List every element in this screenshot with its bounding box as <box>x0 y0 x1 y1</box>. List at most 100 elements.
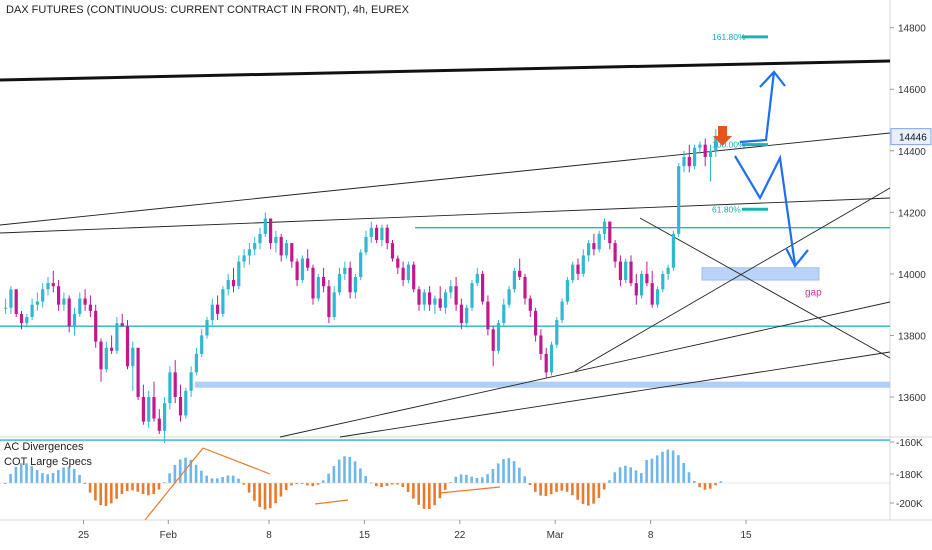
indicator-tick-label-2: -200K <box>896 499 923 510</box>
histogram-bar <box>602 483 606 490</box>
candle-body <box>655 289 660 305</box>
trend-line-0 <box>0 59 891 82</box>
candle-body <box>470 283 474 308</box>
histogram-bar <box>534 483 537 492</box>
histogram-bar <box>46 474 49 483</box>
histogram-bar <box>465 474 468 483</box>
candle-body <box>534 310 538 336</box>
candle-body <box>565 280 569 302</box>
candle-body <box>184 390 188 416</box>
candle-body <box>46 283 50 290</box>
histogram-bar <box>343 456 346 483</box>
histogram-bar <box>136 483 140 492</box>
histogram-bar <box>708 483 712 489</box>
histogram-bar <box>253 483 256 501</box>
divergence-line-1 <box>202 447 271 475</box>
candle-body <box>237 261 241 287</box>
histogram-bar <box>475 477 479 483</box>
candle-body <box>295 261 299 281</box>
candle-body <box>57 286 61 305</box>
candle-body <box>608 221 612 244</box>
candle-body <box>549 344 554 373</box>
histogram-bar <box>645 460 648 483</box>
sell-arrow-marker <box>713 126 732 146</box>
candle-body <box>369 227 373 237</box>
histogram-bar <box>634 470 638 483</box>
candle-body <box>300 258 304 281</box>
candle-body <box>465 307 469 324</box>
candle-body <box>602 221 607 234</box>
candle-body <box>131 347 135 367</box>
histogram-bar <box>539 483 542 496</box>
histogram-bar <box>348 456 352 483</box>
candle-body <box>597 233 601 250</box>
histogram-bar <box>284 483 288 491</box>
candle-body <box>210 304 214 321</box>
time-tick-label-5: Mar <box>547 530 565 541</box>
histogram-bar <box>274 483 277 504</box>
candle-body <box>253 243 257 250</box>
candle-body <box>523 276 527 299</box>
candle-body <box>274 236 278 244</box>
current-price-tag <box>890 128 932 146</box>
candle-body <box>178 396 183 416</box>
histogram-bar <box>549 483 553 495</box>
histogram-bar <box>380 483 383 488</box>
candle-body <box>396 258 400 268</box>
histogram-bar <box>311 483 314 487</box>
histogram-bar <box>173 465 177 483</box>
histogram-bar <box>576 483 579 500</box>
candle-body <box>353 276 357 293</box>
candle-body <box>571 264 575 281</box>
trend-line-1 <box>0 132 891 226</box>
candle-body <box>560 301 564 321</box>
histogram-bar <box>247 483 251 493</box>
gap-zone <box>701 267 820 281</box>
candle-body <box>412 264 416 290</box>
candle-body <box>173 372 177 397</box>
histogram-bar <box>677 455 680 483</box>
projection-path-down <box>734 154 797 266</box>
candle-body <box>364 236 368 253</box>
projection-arrowhead-up <box>759 70 786 88</box>
candle-body <box>385 227 389 244</box>
trend-line-2 <box>0 197 891 234</box>
candle-body <box>380 227 384 241</box>
histogram-bar <box>67 466 71 483</box>
histogram-bar <box>507 458 511 483</box>
histogram-bar <box>449 482 452 484</box>
histogram-bar <box>629 467 632 483</box>
histogram-bar <box>364 476 367 483</box>
candle-body <box>25 316 29 324</box>
histogram-bar <box>613 472 617 483</box>
candle-body <box>200 335 204 354</box>
histogram-bar <box>231 475 235 483</box>
candle-body <box>343 267 347 274</box>
candle-body <box>348 267 352 293</box>
histogram-bar <box>618 467 622 483</box>
candle-body <box>666 267 670 274</box>
trend-line-5 <box>279 301 891 438</box>
histogram-bar <box>666 449 670 483</box>
histogram-bar <box>587 483 590 506</box>
histogram-bar <box>152 483 155 495</box>
candle-body <box>518 270 522 277</box>
histogram-bar <box>337 459 341 483</box>
candle-body <box>677 166 681 234</box>
histogram-bar <box>221 477 224 483</box>
candle-body <box>83 298 87 305</box>
candle-body <box>555 320 559 345</box>
trend-line-6 <box>339 351 891 438</box>
histogram-bar <box>375 483 378 487</box>
histogram-bar <box>300 483 304 484</box>
histogram-bar <box>655 455 659 483</box>
divergence-line-3 <box>439 486 501 494</box>
candle-body <box>4 307 8 309</box>
histogram-bar <box>496 463 500 483</box>
candle-body <box>99 341 103 370</box>
histogram-bar <box>719 481 723 483</box>
candle-body <box>359 252 363 277</box>
histogram-bar <box>412 483 415 499</box>
histogram-bar <box>417 483 420 505</box>
price-tick-label-2: 14000 <box>898 270 926 281</box>
